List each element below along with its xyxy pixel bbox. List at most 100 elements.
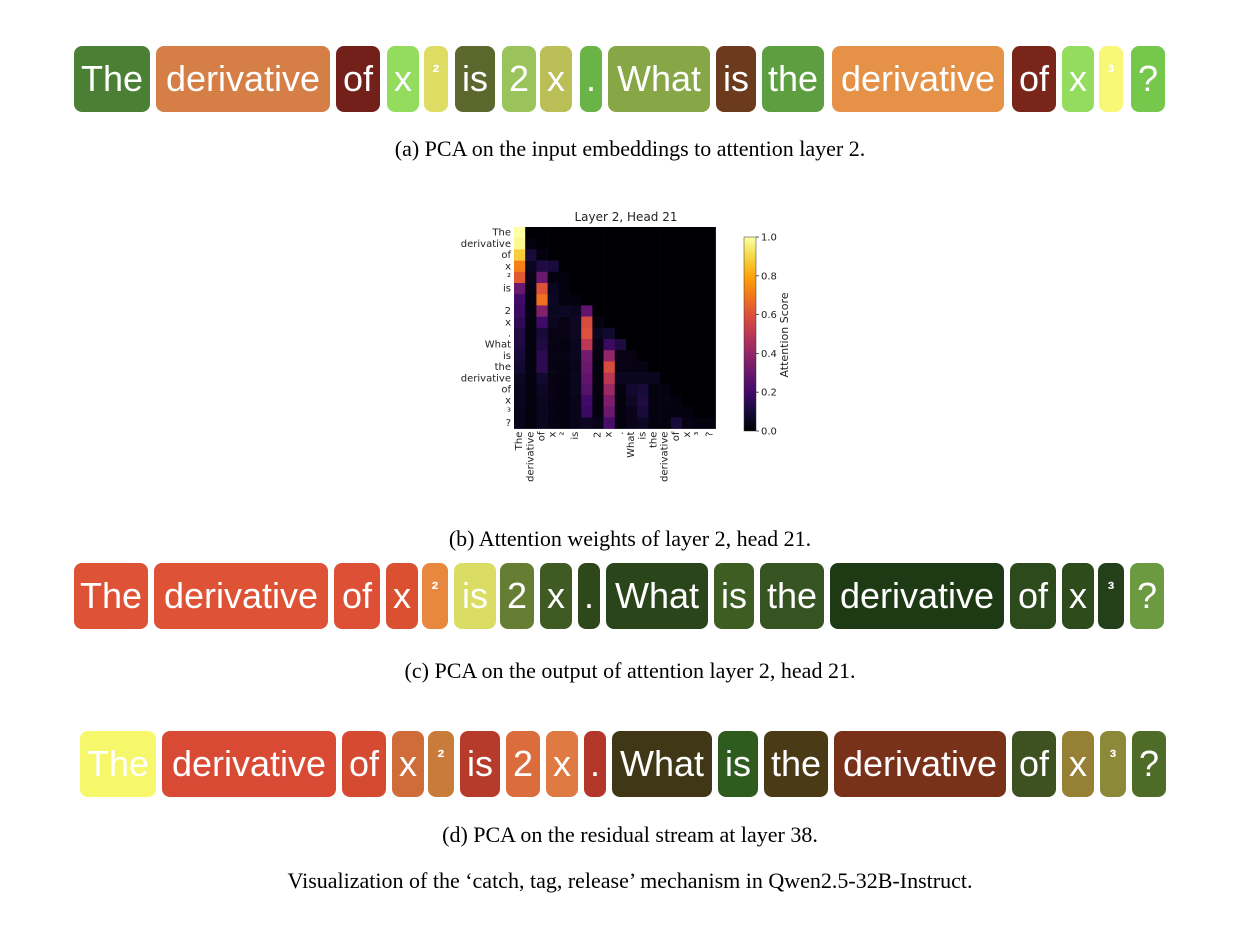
heatmap-cell xyxy=(514,327,526,340)
heatmap-cell xyxy=(682,316,694,329)
heatmap-cell xyxy=(614,417,627,429)
heatmap-cell xyxy=(570,227,582,239)
heatmap-cell xyxy=(525,316,537,329)
heatmap-cell xyxy=(704,383,716,396)
token: What xyxy=(606,563,708,629)
heatmap-cell xyxy=(659,227,672,239)
heatmap-cell xyxy=(547,316,560,329)
heatmap-cell xyxy=(525,372,537,385)
token: is xyxy=(455,46,495,112)
heatmap-cell xyxy=(682,294,694,306)
heatmap-x-label: x xyxy=(548,432,559,438)
heatmap-cell xyxy=(581,383,593,396)
heatmap-cell xyxy=(659,260,672,273)
heatmap-cell xyxy=(614,339,627,351)
heatmap-cell xyxy=(547,305,560,317)
heatmap-cell xyxy=(637,406,649,418)
heatmap-cell xyxy=(581,395,593,407)
heatmap-cell xyxy=(637,372,649,385)
heatmap-cell xyxy=(659,283,672,295)
heatmap-cell xyxy=(614,327,627,340)
heatmap-cell xyxy=(670,249,683,261)
heatmap-cell xyxy=(637,260,649,273)
heatmap-cell xyxy=(670,395,683,407)
heatmap-cell xyxy=(514,294,526,306)
heatmap-cell xyxy=(536,327,548,340)
token: . xyxy=(578,563,600,629)
heatmap-cell xyxy=(525,283,537,295)
heatmap-cell xyxy=(626,305,638,317)
heatmap-cell xyxy=(570,383,582,396)
heatmap-cell xyxy=(592,260,604,273)
token-row-a: The derivative of x ² is 2 x. What is the derivativ… xyxy=(0,46,1260,112)
heatmap-cell xyxy=(659,327,672,340)
heatmap-cell xyxy=(570,283,582,295)
heatmap-cell xyxy=(581,294,593,306)
heatmap-cell xyxy=(670,350,683,362)
heatmap-x-labels: The derivative of x ² is 2 x. What is the derivati… xyxy=(514,431,715,482)
heatmap-cell xyxy=(626,271,638,284)
heatmap-x-label: What xyxy=(626,432,637,458)
heatmap-cell xyxy=(525,249,537,261)
heatmap-cell xyxy=(547,238,560,250)
heatmap-cell xyxy=(547,395,560,407)
heatmap-cell xyxy=(626,327,638,340)
heatmap-cell xyxy=(536,227,548,239)
heatmap-cell xyxy=(581,372,593,385)
token: is xyxy=(454,563,496,629)
heatmap-cell xyxy=(659,249,672,261)
heatmap-cell xyxy=(570,316,582,329)
heatmap-cell xyxy=(592,249,604,261)
heatmap-cell xyxy=(536,350,548,362)
heatmap-cell xyxy=(614,350,627,362)
heatmap-cell xyxy=(693,361,705,373)
heatmap-cell xyxy=(693,395,705,407)
token: is xyxy=(714,563,754,629)
heatmap-cell xyxy=(525,327,537,340)
heatmap-cell xyxy=(648,316,660,329)
heatmap-cell xyxy=(581,350,593,362)
heatmap-y-label: derivative xyxy=(461,373,511,384)
heatmap-cell xyxy=(682,283,694,295)
heatmap-cell xyxy=(603,383,616,396)
heatmap-cell xyxy=(514,283,526,295)
heatmap-cell xyxy=(670,294,683,306)
heatmap-cell xyxy=(637,395,649,407)
heatmap-cell xyxy=(547,260,560,273)
heatmap-cell xyxy=(637,339,649,351)
heatmap-cell xyxy=(648,249,660,261)
heatmap-y-label: What xyxy=(485,340,511,351)
heatmap-cell xyxy=(514,260,526,273)
heatmap-cell xyxy=(626,406,638,418)
heatmap-cell xyxy=(693,339,705,351)
heatmap-cell xyxy=(626,361,638,373)
heatmap-cell xyxy=(592,417,604,429)
token: x xyxy=(386,563,418,629)
caption-a: (a) PCA on the input embeddings to atten… xyxy=(394,136,866,161)
heatmap-cell xyxy=(693,271,705,284)
heatmap-cell xyxy=(547,294,560,306)
heatmap-cell xyxy=(659,406,672,418)
heatmap-cell xyxy=(581,316,593,329)
heatmap-cell xyxy=(682,417,694,429)
token: x xyxy=(387,46,419,112)
heatmap-cells xyxy=(514,227,716,429)
heatmap-cell xyxy=(547,417,560,429)
token: derivative xyxy=(830,563,1004,629)
heatmap-cell xyxy=(614,249,627,261)
heatmap-cell xyxy=(693,372,705,385)
token: is xyxy=(716,46,756,112)
heatmap-cell xyxy=(514,305,526,317)
heatmap-cell xyxy=(704,238,716,250)
heatmap-y-label: . xyxy=(508,329,511,340)
heatmap-y-label: the xyxy=(495,362,511,373)
heatmap-cell xyxy=(682,350,694,362)
heatmap-cell xyxy=(693,238,705,250)
heatmap-cell xyxy=(536,271,548,284)
heatmap-cell xyxy=(682,406,694,418)
heatmap-cell xyxy=(536,249,548,261)
heatmap-cell xyxy=(558,238,571,250)
heatmap-cell xyxy=(682,305,694,317)
heatmap-cell xyxy=(670,406,683,418)
heatmap-cell xyxy=(659,316,672,329)
